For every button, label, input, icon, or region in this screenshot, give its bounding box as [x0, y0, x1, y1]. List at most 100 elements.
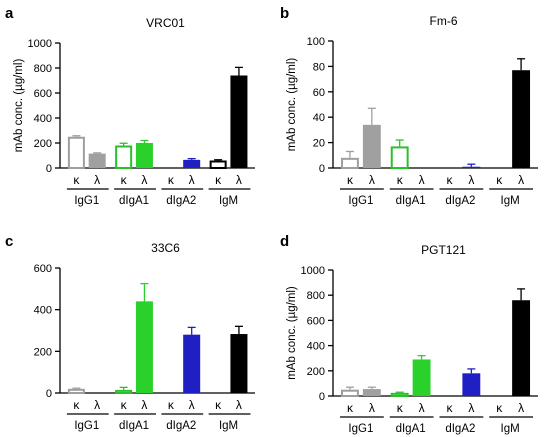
chain-label: λ	[94, 173, 100, 187]
bar-igm-lambda	[230, 75, 248, 168]
bar-diga2-lambda	[462, 373, 481, 396]
bar-igg1-kappa	[340, 157, 359, 169]
chain-label: κ	[73, 398, 80, 412]
chain-label: λ	[518, 173, 524, 187]
chain-label: λ	[369, 173, 375, 187]
group-label: IgM	[219, 195, 238, 207]
chain-label: λ	[518, 401, 524, 415]
group-label: dIgA2	[166, 195, 196, 207]
chain-label: λ	[236, 398, 242, 412]
group-label: dIgA2	[445, 195, 475, 207]
group-label: IgG1	[348, 195, 373, 207]
chain-label: λ	[189, 398, 195, 412]
bar-igm-lambda	[230, 334, 248, 393]
chain-label: κ	[446, 173, 453, 187]
y-tick-label: 0	[46, 163, 52, 175]
group-label: dIgA1	[396, 423, 426, 435]
chain-label: λ	[369, 401, 375, 415]
bar-diga2-lambda	[183, 334, 201, 393]
chain-label: κ	[397, 401, 404, 415]
y-tick-label: 600	[34, 88, 52, 100]
group-label: dIgA2	[166, 420, 196, 432]
bar-igg1-lambda	[362, 389, 381, 396]
y-tick-label: 200	[34, 346, 52, 358]
bar-igm-lambda	[512, 300, 531, 396]
chain-label: κ	[121, 398, 128, 412]
chain-label: κ	[446, 401, 453, 415]
chain-label: κ	[347, 401, 354, 415]
chain-label: κ	[496, 173, 503, 187]
panel-label: c	[5, 233, 13, 250]
chain-label: λ	[189, 173, 195, 187]
chain-label: λ	[419, 401, 425, 415]
group-label: dIgA1	[396, 195, 426, 207]
y-tick-label: 100	[307, 36, 325, 48]
bar-diga1-kappa	[390, 146, 409, 170]
y-tick-label: 200	[34, 138, 52, 150]
bar-diga2-lambda	[183, 159, 201, 168]
y-tick-label: 800	[34, 63, 52, 75]
chart-title: PGT121	[421, 243, 466, 257]
group-label: dIgA2	[445, 423, 475, 435]
chart-title: 33C6	[151, 241, 180, 255]
chain-label: λ	[141, 398, 147, 412]
chain-label: λ	[468, 401, 474, 415]
chain-label: λ	[141, 173, 147, 187]
chain-label: κ	[73, 173, 80, 187]
bar-diga1-kappa	[115, 389, 133, 394]
panel-d: d PGT121 mAb conc. (µg/ml) 0 200 400 600 800 100…	[280, 233, 538, 435]
chain-label: κ	[121, 173, 128, 187]
chain-label: λ	[419, 173, 425, 187]
group-label: IgG1	[74, 195, 99, 207]
group-label: dIgA1	[119, 420, 149, 432]
chain-label: κ	[496, 401, 503, 415]
y-tick-label: 80	[313, 61, 325, 73]
chart-title: Fm-6	[430, 14, 458, 28]
bar-diga1-lambda	[412, 359, 431, 396]
panel-label: d	[280, 233, 289, 250]
y-tick-label: 1000	[28, 38, 52, 50]
y-tick-label: 400	[34, 305, 52, 317]
y-tick-label: 600	[34, 263, 52, 275]
bar-igg1-kappa	[67, 136, 85, 169]
chain-label: κ	[347, 173, 354, 187]
y-tick-label: 600	[307, 315, 325, 327]
chain-label: λ	[236, 173, 242, 187]
group-label: IgM	[501, 195, 520, 207]
bar-igg1-kappa	[67, 388, 85, 395]
panel-b: b Fm-6 mAb conc. (µg/ml) 0 20 40 60 80 100 κ λ IgG1…	[280, 5, 538, 207]
chain-label: κ	[215, 173, 222, 187]
chain-label: λ	[468, 173, 474, 187]
chain-label: λ	[94, 398, 100, 412]
bar-diga1-kappa	[390, 392, 409, 398]
bar-diga1-lambda	[135, 301, 153, 393]
panel-label: b	[280, 5, 289, 22]
chart-title: VRC01	[146, 16, 185, 30]
y-tick-label: 200	[307, 366, 325, 378]
bar-igg1-lambda	[88, 153, 106, 168]
group-label: IgM	[219, 420, 238, 432]
y-tick-label: 20	[313, 138, 325, 150]
bar-diga1-lambda	[135, 143, 153, 168]
y-tick-label: 0	[319, 163, 325, 175]
y-axis-label: mAb conc. (µg/ml)	[286, 58, 298, 152]
bar-igg1-lambda	[362, 124, 381, 168]
bar-diga2-lambda	[462, 166, 481, 168]
group-label: IgG1	[74, 420, 99, 432]
chain-label: κ	[168, 398, 175, 412]
y-tick-label: 40	[313, 112, 325, 124]
y-tick-label: 800	[307, 290, 325, 302]
chain-label: κ	[215, 398, 222, 412]
group-label: IgM	[501, 423, 520, 435]
y-axis-label: mAb conc. (µg/ml)	[286, 286, 298, 380]
y-tick-label: 400	[307, 341, 325, 353]
group-label: dIgA1	[119, 195, 149, 207]
y-tick-label: 400	[34, 113, 52, 125]
y-axis-label: mAb conc. (µg/ml)	[13, 59, 25, 153]
y-tick-label: 1000	[301, 265, 325, 277]
bar-diga1-kappa	[115, 145, 133, 169]
group-label: IgG1	[348, 423, 373, 435]
chain-label: κ	[168, 173, 175, 187]
bar-igm-lambda	[512, 70, 531, 168]
